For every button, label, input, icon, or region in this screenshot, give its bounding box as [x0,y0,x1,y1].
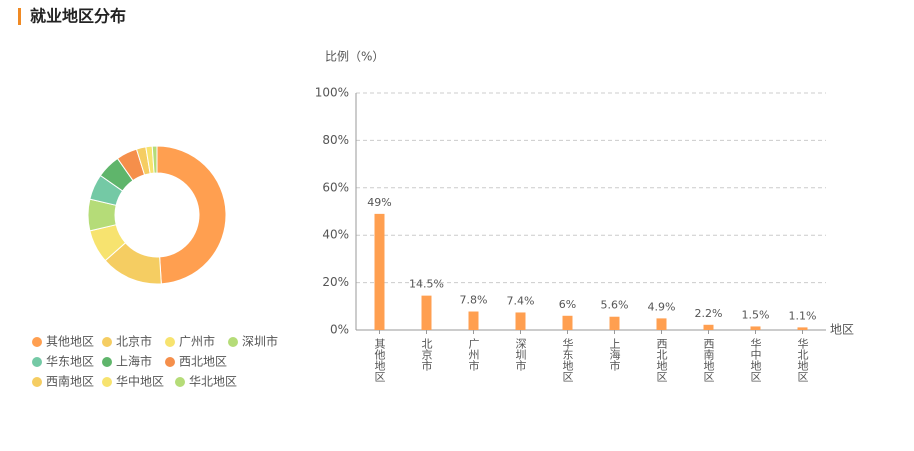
bar [374,213,385,330]
x-tick-label: 其他地区 [373,338,386,382]
y-tick-label: 0% [330,323,349,337]
value-label: 14.5% [409,278,444,291]
legend-label: 华东地区 [46,355,94,369]
bar [609,316,620,330]
y-axis-label: 比例（%） [325,50,384,64]
legend-swatch [102,337,112,347]
bar [562,315,573,330]
y-tick-label: 40% [322,228,349,242]
legend-swatch [32,377,42,387]
legend-swatch [175,377,185,387]
legend-label: 广州市 [179,334,215,349]
value-label: 49% [367,196,391,209]
section-title: 就业地区分布 [30,7,126,26]
legend-swatch [32,357,42,367]
legend-label: 华北地区 [189,375,237,389]
donut-slice [151,145,158,174]
y-tick-label: 60% [322,180,349,194]
legend-label: 其他地区 [46,335,94,349]
value-label: 4.9% [648,300,676,313]
y-tick-label: 20% [322,275,349,289]
x-tick-label: 华中地区 [749,337,762,382]
bar [468,311,479,330]
legend-label: 华中地区 [116,374,164,389]
legend-label: 西北地区 [179,355,227,369]
legend-label: 北京市 [116,334,152,349]
bar [703,324,714,330]
y-tick-label: 80% [322,133,349,147]
x-tick-label: 上海市 [608,338,621,372]
legend-swatch [32,337,42,347]
x-tick-label: 华东地区 [561,337,574,382]
x-tick-label: 西南地区 [702,338,715,382]
x-tick-label: 北京市 [420,338,433,372]
x-tick-label: 广州市 [467,338,480,372]
title-accent [18,8,21,25]
bar [797,327,808,330]
bar [515,312,526,330]
value-label: 2.2% [695,307,723,320]
value-label: 1.1% [789,309,817,322]
value-label: 5.6% [601,299,629,312]
y-tick-label: 100% [315,86,349,100]
value-label: 7.4% [507,294,535,307]
value-label: 7.8% [460,294,488,307]
x-tick-label: 深圳市 [514,338,527,372]
x-axis-label: 地区 [830,323,854,337]
legend-swatch [102,377,112,387]
legend-swatch [102,357,112,367]
bar [656,318,667,330]
donut-slice [156,145,227,285]
x-tick-label: 西北地区 [655,338,668,382]
legend-swatch [165,357,175,367]
value-label: 1.5% [742,308,770,321]
legend-swatch [165,337,175,347]
legend-label: 上海市 [116,354,152,369]
value-label: 6% [559,298,576,311]
bar [750,326,761,330]
legend-label: 西南地区 [46,374,94,389]
bar [421,295,432,330]
legend-swatch [228,337,238,347]
legend-label: 深圳市 [242,334,278,349]
x-tick-label: 华北地区 [796,337,809,382]
